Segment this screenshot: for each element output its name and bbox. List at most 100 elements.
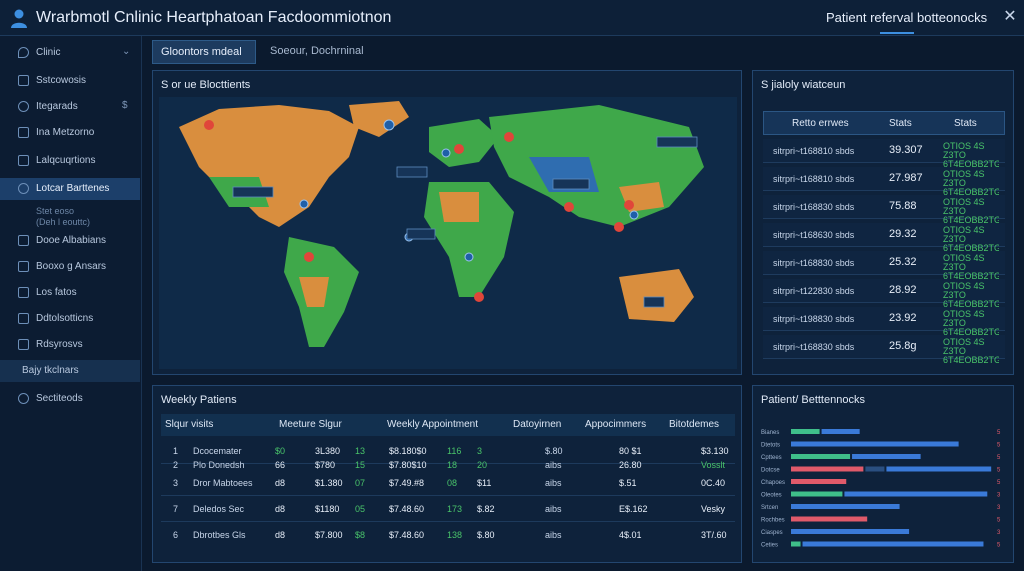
sidebar-item-5[interactable]: Lalqcuqrtions bbox=[0, 150, 140, 172]
list-icon bbox=[18, 313, 29, 324]
row-cell: 0C.40 bbox=[701, 478, 726, 488]
row-value: 25.8g bbox=[889, 340, 917, 352]
table-row[interactable]: sitrpri~t168810 sbds 39.307 OTIOS 4S Z3T… bbox=[763, 139, 1005, 169]
table-row[interactable]: sitrpri~t168830 sbds 75.88 OTIOS 4S Z3TO… bbox=[763, 195, 1005, 225]
world-map[interactable] bbox=[159, 97, 737, 369]
sidebar-item-label: Lalqcuqrtions bbox=[36, 155, 96, 166]
table-row[interactable]: sitrpri~t122830 sbds 28.92 OTIOS 4S Z3TO… bbox=[763, 279, 1005, 309]
row-value: 75.88 bbox=[889, 200, 917, 212]
sidebar-item-clinic[interactable]: Clinic ⌄ bbox=[0, 42, 140, 64]
bar-segment[interactable] bbox=[802, 541, 984, 547]
bar-label: Rochbes bbox=[761, 518, 785, 524]
bar-segment[interactable] bbox=[852, 454, 921, 459]
table-row[interactable]: 3 Dror Mabtoees d8 $1.380 07 $7.49.#8 08… bbox=[161, 470, 735, 496]
patient-referral-link[interactable]: Patient referval botteonocks bbox=[826, 10, 988, 25]
row-name: Deledos Sec bbox=[193, 504, 245, 514]
bar-end-mark: 5 bbox=[997, 468, 1001, 474]
table-row[interactable]: sitrpri~t198830 sbds 23.92 OTIOS 4S Z3TO… bbox=[763, 307, 1005, 337]
sidebar-sub-line: (Deh l eouttc) bbox=[36, 217, 91, 227]
row-name: sitrpri~t168830 sbds bbox=[773, 342, 855, 352]
bar-segment[interactable] bbox=[791, 466, 864, 472]
row-cell: 173 bbox=[447, 504, 463, 514]
bar-end-mark: 3 bbox=[997, 505, 1001, 511]
sidebar-item-label: Itegarads bbox=[36, 101, 78, 112]
row-change: OTIOS 4S Z3TO 6T4EOBB2TG bbox=[943, 142, 999, 169]
row-name: Dcocemater bbox=[193, 446, 242, 456]
table-row[interactable]: 6 Dbrotbes Gls d8 $7.800 $8 $7.48.60 138… bbox=[161, 522, 735, 548]
sidebar-item-10[interactable]: Ddtolsotticns bbox=[0, 308, 140, 330]
weekly-table-header: Slqur visits Meeture Slgur Weekly Appoin… bbox=[161, 414, 735, 436]
row-cell: 18 bbox=[447, 460, 458, 470]
location-pin-icon bbox=[18, 47, 29, 58]
bar-label: Dtetots bbox=[761, 443, 780, 449]
row-cell: 08 bbox=[447, 478, 458, 488]
sidebar-item-4[interactable]: Ina Metzorno bbox=[0, 122, 140, 144]
table-row[interactable]: 2 Plo Donedsh 66 $780 15 $7.80$10 18 20 … bbox=[161, 452, 735, 478]
close-button[interactable]: ✕ bbox=[1000, 6, 1020, 28]
sidebar-item-7[interactable]: Dooe Albabians bbox=[0, 230, 140, 252]
row-value: 29.32 bbox=[889, 228, 917, 240]
bar-label: Oleotes bbox=[761, 493, 782, 499]
sidebar-item-8[interactable]: Booxo g Ansars bbox=[0, 256, 140, 278]
bar-segment[interactable] bbox=[865, 466, 885, 472]
table-row[interactable]: sitrpri~t168810 sbds 27.987 OTIOS 4S Z3T… bbox=[763, 167, 1005, 197]
bar-segment[interactable] bbox=[791, 429, 820, 434]
sidebar-item-label: Ina Metzorno bbox=[36, 127, 95, 138]
row-value: 27.987 bbox=[889, 172, 923, 184]
sidebar-item-active[interactable]: Lotcar Barttenes bbox=[0, 178, 140, 200]
bar-segment[interactable] bbox=[791, 516, 868, 522]
row-index: 6 bbox=[173, 530, 179, 540]
table-row[interactable]: 1 Dcocemater $0 3L380 13 $8.180$0 116 3 … bbox=[161, 438, 735, 464]
bar-segment[interactable] bbox=[791, 491, 843, 497]
row-name: sitrpri~t168810 sbds bbox=[773, 146, 855, 156]
bar-segment[interactable] bbox=[791, 454, 851, 459]
tab-source-dochrninal[interactable]: Soeour, Dochrninal bbox=[270, 45, 364, 57]
row-cell: 20 bbox=[477, 460, 488, 470]
bar-end-mark: 5 bbox=[997, 518, 1001, 524]
row-cell: aibs bbox=[545, 504, 562, 514]
bar-segment[interactable] bbox=[844, 491, 988, 497]
referral-title: Patient/ Betttennocks bbox=[761, 394, 865, 406]
table-row[interactable]: 7 Deledos Sec d8 $1180 05 $7.48.60 173 $… bbox=[161, 496, 735, 522]
column-header: Stats bbox=[954, 118, 977, 129]
user-icon bbox=[11, 9, 27, 28]
sidebar-item-label: Dooe Albabians bbox=[36, 235, 107, 246]
row-cell: 3L380 bbox=[315, 446, 341, 456]
sidebar-item-3[interactable]: Itegarads $ bbox=[0, 96, 140, 118]
row-change: OTIOS 4S Z3TO 6T4EOBB2TG bbox=[943, 310, 999, 337]
column-header: Slqur visits bbox=[165, 419, 214, 430]
settings-icon bbox=[18, 101, 29, 112]
sidebar-item-label: Booxo g Ansars bbox=[36, 261, 107, 272]
table-row[interactable]: sitrpri~t168830 sbds 25.32 OTIOS 4S Z3TO… bbox=[763, 251, 1005, 281]
bar-end-mark: 3 bbox=[997, 530, 1001, 536]
row-change: OTIOS 4S Z3TO 6T4EOBB2TG bbox=[943, 338, 999, 365]
row-cell: aibs bbox=[545, 460, 562, 470]
row-change: OTIOS 4S Z3TO 6T4EOBB2TG bbox=[943, 170, 999, 197]
bar-segment[interactable] bbox=[791, 479, 847, 484]
sidebar-item-11[interactable]: Rdsyrosvs bbox=[0, 334, 140, 356]
continent-australia bbox=[619, 269, 694, 322]
map-pin bbox=[204, 120, 634, 302]
bar-segment[interactable] bbox=[821, 429, 860, 434]
sidebar-item-13[interactable]: Sectiteods bbox=[0, 388, 140, 410]
sidebar-item-12[interactable]: Bajy tkclnars bbox=[0, 360, 140, 382]
row-cell: d8 bbox=[275, 478, 286, 488]
bar-segment[interactable] bbox=[791, 504, 900, 509]
bar-segment[interactable] bbox=[886, 466, 992, 472]
table-row[interactable]: sitrpri~t168630 sbds 29.32 OTIOS 4S Z3TO… bbox=[763, 223, 1005, 253]
bar-segment[interactable] bbox=[791, 441, 959, 447]
active-link-indicator bbox=[880, 32, 914, 34]
row-cell: $.80 bbox=[477, 530, 495, 540]
bar-segment[interactable] bbox=[791, 541, 801, 547]
map-title: S or ue Blocttients bbox=[161, 79, 251, 91]
upload-icon bbox=[18, 287, 29, 298]
row-name: Dbrotbes Gls bbox=[193, 530, 246, 540]
bar-segment[interactable] bbox=[791, 529, 910, 534]
row-change: OTIOS 4S Z3TO 6T4EOBB2TG bbox=[943, 198, 999, 225]
table-row[interactable]: sitrpri~t168830 sbds 25.8g OTIOS 4S Z3TO… bbox=[763, 335, 1005, 365]
tab-clinic-model[interactable]: Gloontors mdeal bbox=[152, 40, 256, 64]
row-cell: 80 $1 bbox=[619, 446, 642, 456]
sidebar-item-2[interactable]: Sstcowosis bbox=[0, 70, 140, 92]
sidebar-item-9[interactable]: Los fatos bbox=[0, 282, 140, 304]
row-change: OTIOS 4S Z3TO 6T4EOBB2TG bbox=[943, 254, 999, 281]
